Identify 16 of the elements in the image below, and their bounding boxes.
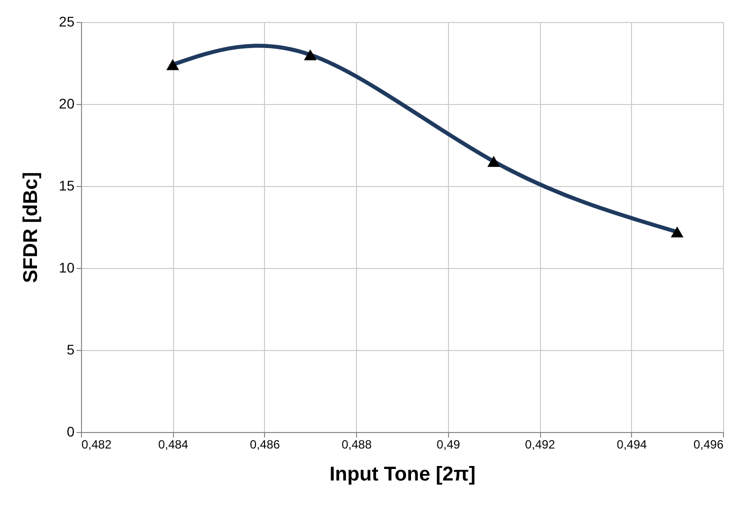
y-axis-title: SFDR [dBc] xyxy=(20,172,42,284)
x-tick-label: 0,486 xyxy=(250,438,280,452)
x-tick-label: 0,496 xyxy=(693,438,724,452)
x-tick-label: 0,492 xyxy=(525,438,556,452)
y-tick-label: 0 xyxy=(66,424,75,440)
y-tick-label: 20 xyxy=(58,96,75,112)
x-axis-title: Input Tone [2π] xyxy=(329,464,476,486)
x-tick-label: 0,482 xyxy=(82,438,112,452)
x-tick-label: 0,49 xyxy=(436,438,460,452)
x-tick-label: 0,484 xyxy=(158,438,189,452)
x-tick-label: 0,488 xyxy=(342,438,372,452)
x-tick-label: 0,494 xyxy=(616,438,648,452)
y-tick-label: 5 xyxy=(66,342,75,358)
y-tick-label: 25 xyxy=(58,14,75,30)
y-tick-label: 15 xyxy=(58,178,75,194)
y-tick-label: 10 xyxy=(58,260,75,276)
